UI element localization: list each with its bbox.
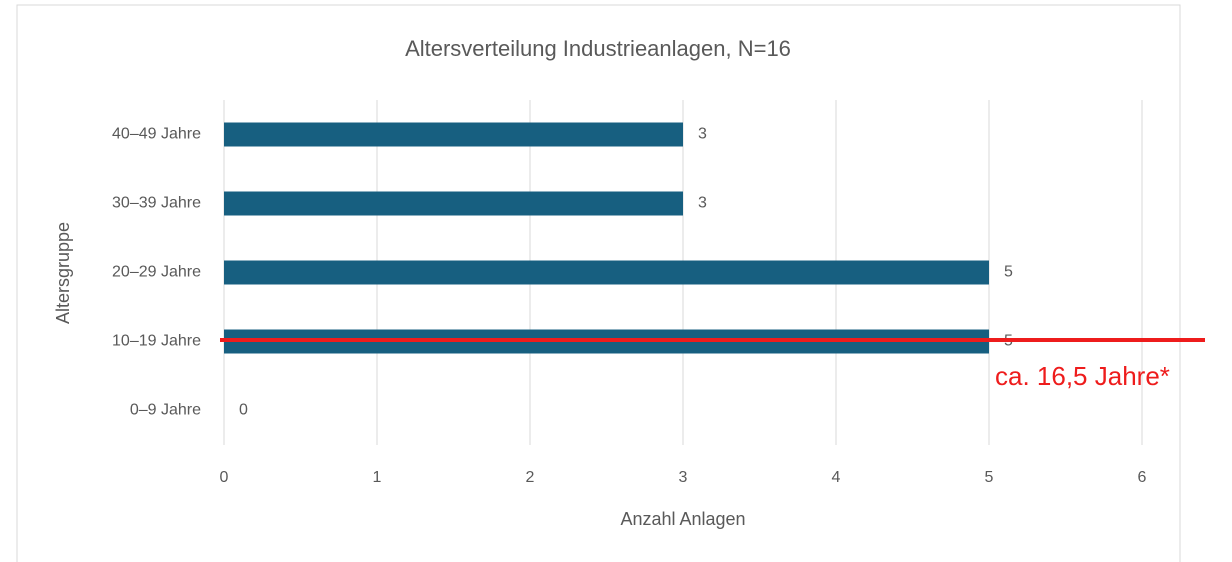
x-tick-label: 0 [220,469,229,486]
x-tick-label: 1 [373,469,382,486]
x-tick-label: 3 [679,469,688,486]
bar [224,260,989,285]
data-label: 0 [239,402,248,419]
y-axis-title: Altersgruppe [53,222,73,324]
annotation: ca. 16,5 Jahre* [995,361,1170,391]
x-tick-label: 2 [526,469,535,486]
chart-title: Altersverteilung Industrieanlagen, N=16 [405,36,791,61]
y-tick-label: 40–49 Jahre [112,126,201,143]
x-tick-label: 5 [985,469,994,486]
data-label: 3 [698,195,707,212]
y-tick-label: 20–29 Jahre [112,264,201,281]
bar [224,191,683,216]
y-tick-label: 30–39 Jahre [112,195,201,212]
data-label: 5 [1004,264,1013,281]
data-label: 3 [698,126,707,143]
bar [224,122,683,147]
x-tick-label: 4 [832,469,841,486]
y-tick-label: 0–9 Jahre [130,402,201,419]
x-tick-label: 6 [1138,469,1147,486]
x-axis-title: Anzahl Anlagen [620,509,745,529]
y-tick-label: 10–19 Jahre [112,333,201,350]
